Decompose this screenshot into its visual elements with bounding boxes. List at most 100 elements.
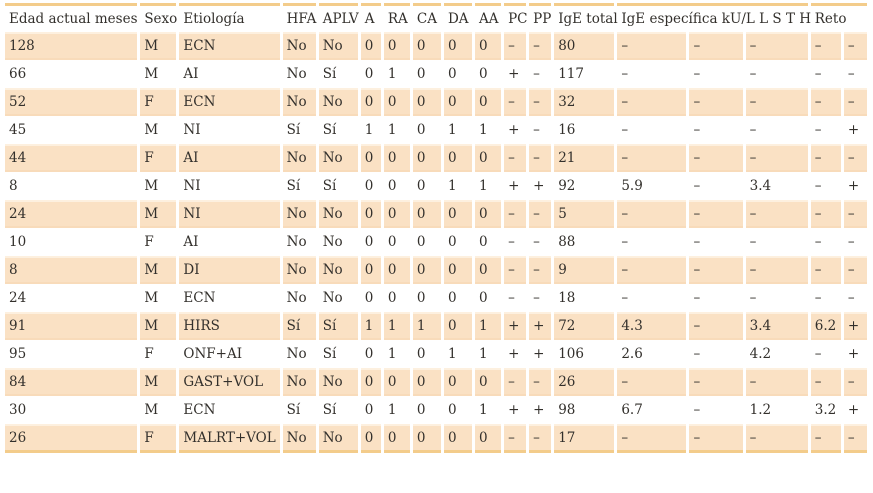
table-cell: – <box>617 32 687 60</box>
table-cell: – <box>504 144 527 172</box>
table-cell: M <box>144 122 159 138</box>
table-cell: No <box>286 346 307 362</box>
table-cell: – <box>621 66 629 82</box>
table-cell: – <box>843 200 867 228</box>
table-cell: – <box>810 88 841 116</box>
table-cell: – <box>689 144 743 172</box>
table-cell: 0 <box>416 122 426 138</box>
table-cell: ECN <box>179 88 280 116</box>
table-cell: + <box>847 402 860 418</box>
table-cell: 24 <box>5 200 138 228</box>
table-cell: 0 <box>443 200 473 228</box>
table-cell: 0 <box>416 290 426 306</box>
table-cell: M <box>144 66 159 82</box>
table-row: 8 M DI No No 0 0 0 0 0– –9– – – – – <box>5 256 867 284</box>
table-cell: – <box>621 122 629 138</box>
table-cell: – <box>621 290 629 306</box>
table-cell: + <box>533 178 545 194</box>
table-cell: – <box>689 200 743 228</box>
column-header: PP <box>529 3 551 32</box>
table-cell: 0 <box>443 88 473 116</box>
column-header: Reto <box>810 3 867 32</box>
table-cell: 0 <box>364 234 374 250</box>
table-cell: No <box>286 66 307 82</box>
table-cell: + <box>847 122 860 138</box>
table-cell: – <box>693 346 701 362</box>
table-cell: – <box>533 290 540 306</box>
table-cell: 0 <box>360 88 381 116</box>
table-cell: + <box>508 346 520 362</box>
table-cell: F <box>140 424 177 453</box>
table-cell: M <box>144 402 159 418</box>
table-cell: – <box>529 144 552 172</box>
table-cell: – <box>810 368 841 396</box>
table-cell: – <box>504 256 527 284</box>
table-cell: 0 <box>416 234 426 250</box>
table-row: 45 M NI Sí Sí 1 1 0 1 1 + –16– – – – + <box>5 116 867 144</box>
table-cell: 0 <box>364 66 374 82</box>
table-row: 24 M ECN No No 0 0 0 0 0– –18– – – – – <box>5 284 867 312</box>
table-cell: + <box>529 312 552 340</box>
table-cell: 9 <box>554 256 615 284</box>
table-cell: 10 <box>9 234 27 250</box>
table-cell: Sí <box>286 178 301 194</box>
table-cell: – <box>689 368 743 396</box>
table-cell: – <box>617 144 687 172</box>
table-cell: 0 <box>383 144 410 172</box>
table-cell: No <box>286 290 307 306</box>
table-cell: No <box>282 256 316 284</box>
table-cell: 0 <box>475 200 502 228</box>
table-cell: 0 <box>447 234 457 250</box>
table-cell: No <box>318 368 358 396</box>
table-cell: No <box>282 88 316 116</box>
table-cell: DI <box>179 256 280 284</box>
table-cell: – <box>529 88 552 116</box>
table-cell: M <box>140 312 177 340</box>
table-cell: – <box>689 312 743 340</box>
table-cell: No <box>318 256 358 284</box>
table-cell: Sí <box>322 66 337 82</box>
table-row: 128 M ECN No No 0 0 0 0 0– –80– – – – – <box>5 32 867 60</box>
table-cell: 0 <box>447 402 457 418</box>
table-cell: – <box>693 402 701 418</box>
table-cell: 3.4 <box>745 312 808 340</box>
table-cell: NI <box>183 178 201 194</box>
column-header: PC <box>504 3 528 32</box>
table-cell: No <box>318 144 358 172</box>
table-cell: – <box>814 234 822 250</box>
table-body: 128 M ECN No No 0 0 0 0 0– –80– – – – –66 M AI No Sí 0 1 0 0 0 +… <box>5 32 867 453</box>
table-cell: No <box>282 200 316 228</box>
table-cell: – <box>810 200 841 228</box>
table-cell: 1 <box>387 122 397 138</box>
table-cell: – <box>810 144 841 172</box>
table-cell: 0 <box>412 200 441 228</box>
table-cell: 0 <box>475 424 502 453</box>
table-cell: + <box>847 178 860 194</box>
table-cell: 8 <box>5 256 138 284</box>
table-cell: – <box>749 122 757 138</box>
table-cell: 1 <box>479 402 488 418</box>
table-cell: – <box>508 290 515 306</box>
table-cell: 0 <box>416 402 426 418</box>
table-cell: No <box>282 368 316 396</box>
table-cell: ECN <box>183 290 216 306</box>
table-cell: M <box>140 32 177 60</box>
table-cell: 3.2 <box>814 402 837 418</box>
table-cell: No <box>322 234 343 250</box>
table-cell: – <box>693 66 701 82</box>
table-row: 52 F ECN No No 0 0 0 0 0– –32– – – – – <box>5 88 867 116</box>
table-cell: – <box>814 178 822 194</box>
table-cell: – <box>745 424 808 453</box>
table-cell: AI <box>183 66 199 82</box>
table-cell: 92 <box>558 178 576 194</box>
table-cell: – <box>843 32 867 60</box>
table-cell: M <box>140 368 177 396</box>
table-cell: 3.4 <box>749 178 772 194</box>
table-cell: 0 <box>443 424 473 453</box>
table-cell: + <box>504 312 527 340</box>
table-cell: – <box>533 66 540 82</box>
table-cell: – <box>533 122 540 138</box>
table-cell: – <box>689 32 743 60</box>
table-cell: + <box>847 346 860 362</box>
table-cell: ONF+AI <box>183 346 243 362</box>
